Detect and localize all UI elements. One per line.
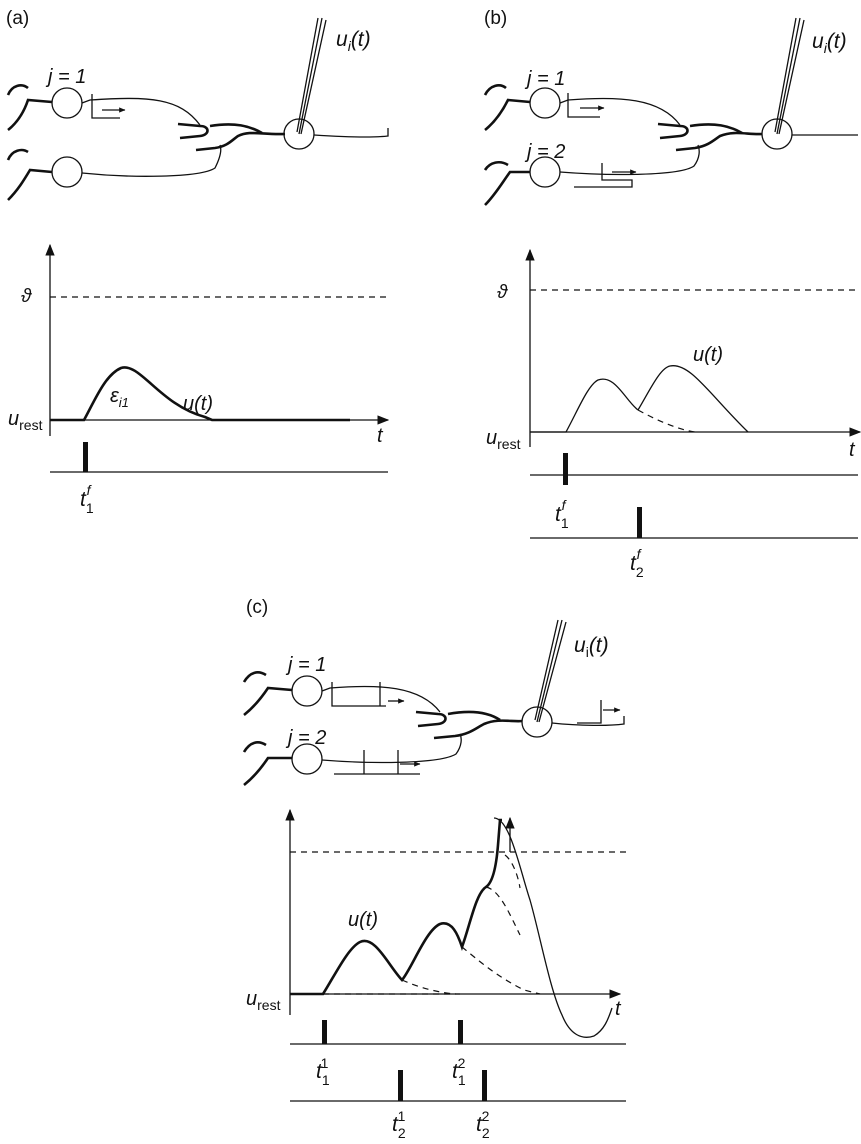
panel-c-psp-4-tail [504,854,521,889]
panel-b-urest-label: urest [486,427,521,452]
panel-a-pulse [91,94,120,119]
panel-c-output-pulse [577,700,602,724]
panel-c-dendrite-1 [242,671,293,717]
panel-c-synapse-1 [415,710,447,728]
panel-a-target-axon [313,128,389,138]
panel-c-spike-t12-label: t12 [452,1055,466,1088]
panel-c-electrode [534,619,567,723]
panel-b-psp-2 [637,365,749,433]
panel-c-target-neuron [521,706,553,738]
panel-b-dendrite-target [689,123,743,135]
panel-b-spike-t2-label: t2f [630,546,644,580]
panel-b-theta-label: ϑ [497,282,508,303]
panel-b-neuron-1 [529,87,561,119]
panel-b-spike-t1 [563,453,568,485]
panel-b-synapse-1 [657,122,689,140]
panel-c-neuron-1-label: j = 1 [285,654,326,676]
panel-c-circuit: j = 1 j = 2 ui(t) [242,619,625,787]
panel-b: (b) j = 1 j = 2 ui(t) [483,8,861,580]
panel-a-synapse-1 [177,122,209,140]
panel-b-electrode [774,17,805,135]
panel-a-neuron-2 [51,156,83,188]
panel-a-axon-1 [81,97,201,126]
panel-c-spike-shape [493,817,613,1038]
panel-a: (a) j = 1 ui(t) [6,8,390,516]
panel-b-potential-plot: ϑ urest u(t) t t1f t2f [486,248,861,580]
panel-a-spike-t1-label: t1f [80,482,94,516]
panel-b-pulse-1 [567,93,600,118]
panel-c-target-axon [551,716,625,727]
panel-c-neuron-1 [291,675,323,707]
panel-c-label: (c) [246,597,268,618]
panel-a-t-axis-label: t [377,425,384,447]
panel-c-probe-label: ui(t) [574,634,609,660]
panel-c-psp-1-tail [401,979,457,995]
panel-c-neuron-2-label: j = 2 [285,727,326,749]
panel-c-spike-t11 [322,1020,327,1044]
panel-c-psp-2-tail [461,946,541,995]
panel-c-spike-t11-label: t11 [316,1055,330,1088]
panel-a-dendrite-target [209,123,263,135]
panel-a-electrode [296,17,327,135]
panel-b-dendrite-2 [483,160,530,206]
panel-b-circuit: j = 1 j = 2 ui(t) [483,17,858,206]
panel-b-spike-t1-label: t1f [555,497,569,531]
panel-c-synapse-2 [433,719,523,740]
panel-c-spike-t22 [482,1070,487,1101]
panel-c-axon-1 [321,685,441,713]
panel-a-urest-label: urest [8,408,43,433]
panel-c-neuron-2 [291,743,323,775]
panel-c-spike-t21 [398,1070,403,1101]
panel-b-ut-label: u(t) [693,344,723,366]
panel-a-theta-label: ϑ [21,286,32,307]
panel-c-spike-t21-label: t21 [392,1108,406,1141]
panel-c-urest-label: urest [246,988,281,1013]
panel-a-dendrite-2 [6,148,53,201]
panel-a-dendrite-1 [6,84,53,132]
panel-c-dendrite-target [447,710,501,722]
panel-a-axon-2 [81,144,222,177]
panel-c-potential-plot: urest u(t) t t11 t12 t21 t22 [246,808,626,1141]
panel-a-synapse-2 [195,131,286,152]
panel-c: (c) j = 1 j = 2 ui(t) [242,597,626,1141]
panel-c-spike-t22-label: t22 [476,1108,490,1141]
panel-b-axon-1 [559,97,681,126]
panel-b-psp-1 [530,378,639,433]
panel-b-dendrite-1 [483,84,531,132]
panel-a-neuron-1-label: j = 1 [45,66,86,88]
panel-c-potential-curve [290,818,502,996]
panel-b-neuron-1-label: j = 1 [524,68,565,90]
panel-a-label: (a) [6,8,29,29]
panel-c-ut-label: u(t) [348,909,378,931]
panel-a-neuron-1 [51,87,83,119]
panel-b-axon-2 [559,144,700,176]
panel-c-t-axis-label: t [615,998,622,1020]
panel-b-psp-1-tail [637,409,696,433]
panel-a-potential-plot: ϑ urest εi1 u(t) t t1f [8,243,390,516]
panel-b-spike-t2 [637,507,642,538]
panel-a-spike-t1 [83,442,88,472]
panel-c-axon-2 [321,733,462,764]
panel-b-label: (b) [484,8,507,29]
panel-a-probe-label: ui(t) [336,28,371,54]
panel-c-pulse-2 [334,750,420,775]
panel-b-synapse-2 [675,131,763,152]
panel-b-t-axis-label: t [849,439,856,461]
panel-c-pulse-1 [331,682,386,707]
panel-c-dendrite-2 [242,741,292,787]
panel-b-probe-label: ui(t) [812,30,847,56]
panel-c-spike-t12 [458,1020,463,1044]
panel-c-psp-3-tail [485,886,521,936]
panel-b-pulse-2 [574,163,633,188]
panel-a-psp-curve [50,366,350,422]
panel-a-eps-label: εi1 [110,385,129,410]
panel-a-circuit: j = 1 ui(t) [6,17,389,201]
panel-b-neuron-2-label: j = 2 [524,141,565,163]
panel-a-ut-label: u(t) [183,393,213,415]
